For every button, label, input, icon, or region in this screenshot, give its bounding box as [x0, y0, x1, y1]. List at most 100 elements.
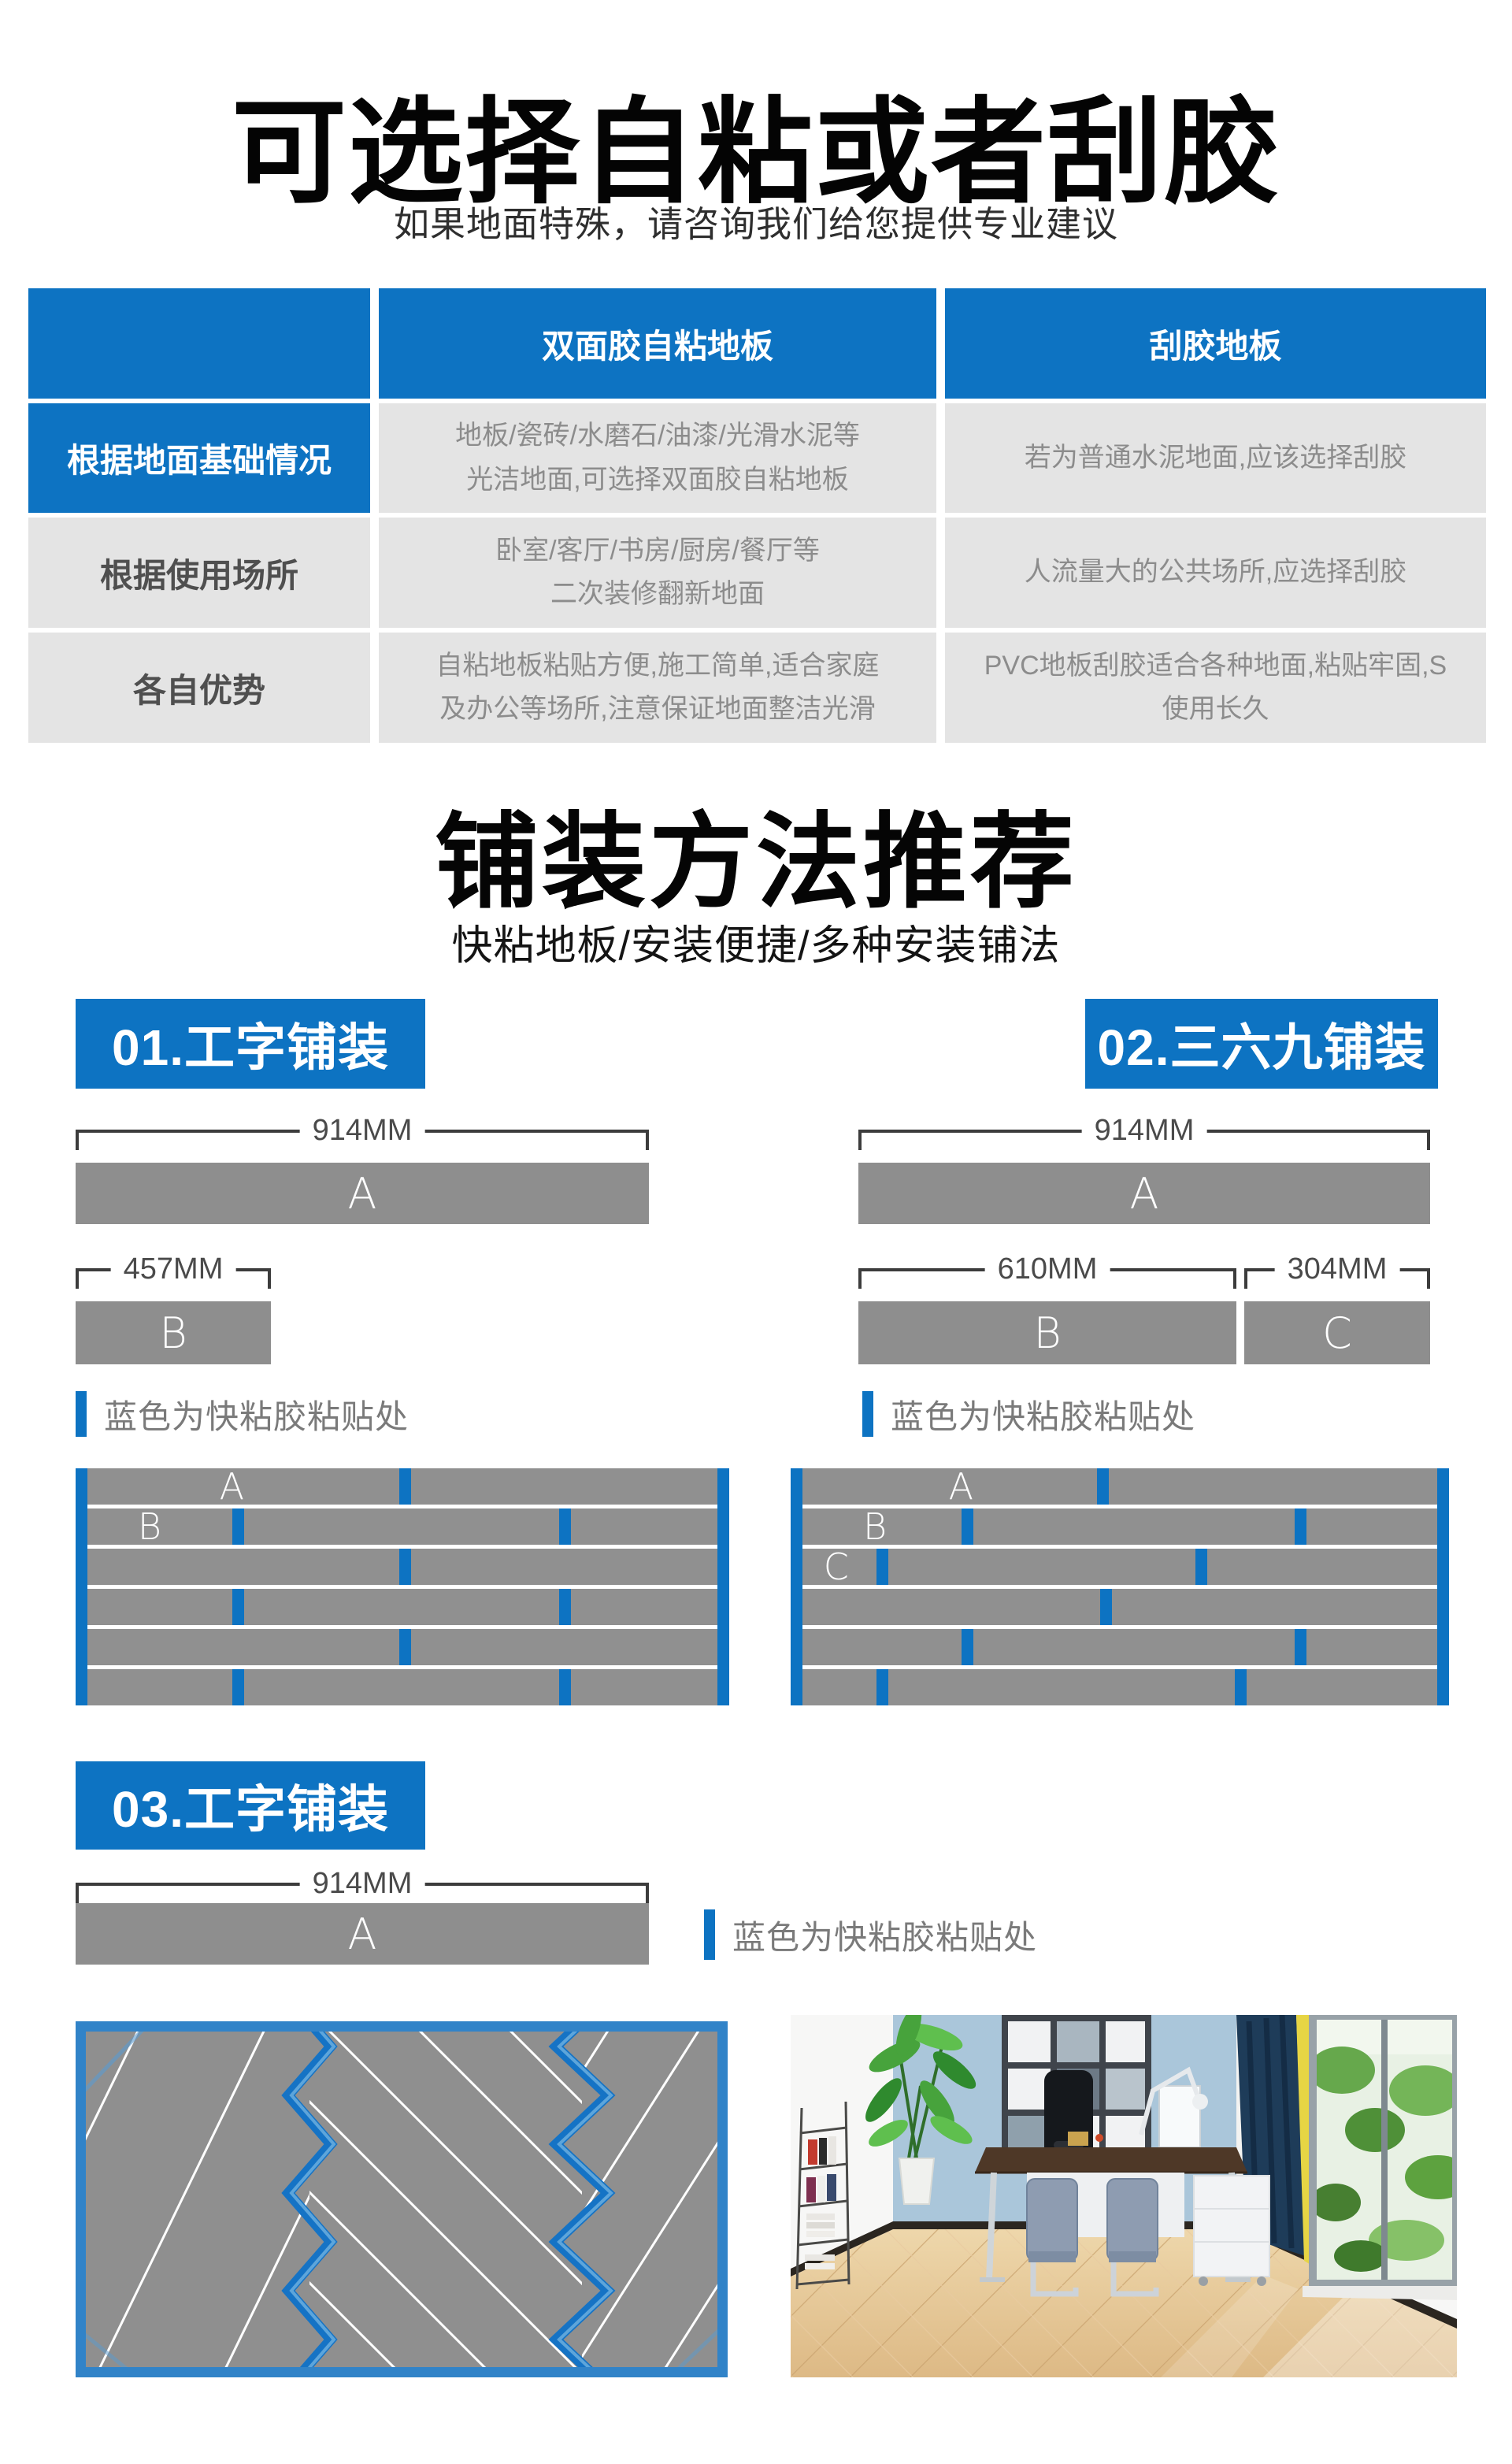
table-row-label: 各自优势 [28, 633, 370, 743]
dim-label: 304MM [1274, 1252, 1400, 1286]
herringbone-diagram [76, 2021, 728, 2377]
dim-label: 914MM [1081, 1114, 1207, 1147]
glue-strip [1294, 1629, 1306, 1665]
methods-subtitle: 快粘地板/安装便捷/多种安装铺法 [451, 923, 1061, 969]
table-cell: 若为普通水泥地面,应该选择刮胶 [945, 403, 1486, 513]
plank-letter: C [823, 1546, 849, 1588]
dim-tick [646, 1130, 649, 1150]
dim-tick [1427, 1130, 1430, 1150]
plank-row: A [76, 1465, 729, 1508]
dim-tick [268, 1268, 271, 1289]
dim-tick [646, 1883, 649, 1903]
glue-strip [876, 1549, 888, 1585]
methods-title: 铺装方法推荐 [435, 804, 1077, 920]
glue-strip [1437, 1468, 1449, 1705]
page-title: 可选择自粘或者刮胶 [232, 88, 1280, 217]
glue-strip [1096, 1468, 1109, 1505]
plank-row: B [791, 1505, 1449, 1548]
table-header-glue: 刮胶地板 [945, 288, 1486, 399]
layout-diagram-method1: A B [76, 1465, 729, 1705]
plank-letter: B [862, 1505, 888, 1548]
dim-914-method2: 914MM [858, 1114, 1430, 1150]
herringbone-diagram-graphic [76, 2021, 728, 2377]
layout-diagram-method2: A B C [791, 1465, 1449, 1705]
method-1-badge: 01.工字铺装 [76, 999, 425, 1089]
plank-row [791, 1589, 1449, 1625]
glue-strip [398, 1468, 411, 1505]
table-cell: PVC地板刮胶适合各种地面,粘贴牢固,S 使用长久 [945, 633, 1486, 743]
legend-color-bar [704, 1909, 715, 1960]
glue-strip [962, 1629, 974, 1665]
legend-color-bar [76, 1391, 87, 1437]
plank-sample-b: B [76, 1301, 271, 1364]
plank-row [76, 1549, 729, 1585]
plank-row [791, 1669, 1449, 1705]
glue-strip [398, 1629, 411, 1665]
method-2-badge: 02.三六九铺装 [1085, 999, 1438, 1089]
glue-strip [717, 1468, 729, 1705]
dim-tick [76, 1130, 79, 1150]
plank-letter: A [219, 1465, 245, 1508]
table-cell: 自粘地板粘贴方便,施工简单,适合家庭 及办公等场所,注意保证地面整洁光滑 [379, 633, 936, 743]
dim-label: 914MM [299, 1114, 425, 1147]
dim-304-method2: 304MM [1244, 1252, 1430, 1289]
dim-tick [76, 1883, 79, 1903]
dim-tick [1233, 1268, 1236, 1289]
dim-914-method3: 914MM [76, 1867, 649, 1903]
glue-strip [559, 1589, 572, 1625]
glue-strip [962, 1508, 974, 1545]
glue-strip [232, 1589, 245, 1625]
plank-sample-c: C [1244, 1301, 1430, 1364]
glue-strip [876, 1669, 888, 1705]
dim-label: 914MM [299, 1867, 425, 1900]
office-room-illustration [791, 2015, 1457, 2377]
plank-sample-a: A [858, 1163, 1430, 1224]
legend-color-bar [862, 1391, 873, 1437]
table-row-label: 根据使用场所 [28, 518, 370, 628]
table-cell: 人流量大的公共场所,应选择刮胶 [945, 518, 1486, 628]
plank-row: B [76, 1505, 729, 1548]
glue-strip [232, 1508, 245, 1545]
plank-letter: A [948, 1465, 974, 1508]
table-corner-cell [28, 288, 370, 399]
method-3-badge: 03.工字铺装 [76, 1761, 425, 1850]
dim-914-method1: 914MM [76, 1114, 649, 1150]
plank-row [76, 1669, 729, 1705]
glue-strip [559, 1669, 572, 1705]
dim-tick [858, 1268, 862, 1289]
glue-strip [398, 1549, 411, 1585]
plank-row: A [791, 1465, 1449, 1508]
dim-label: 457MM [110, 1252, 236, 1286]
dim-tick [858, 1130, 862, 1150]
dim-610-method2: 610MM [858, 1252, 1236, 1289]
plank-letter: B [137, 1505, 161, 1548]
glue-strip [1099, 1589, 1112, 1625]
legend-text: 蓝色为快粘胶粘贴处 [104, 1397, 410, 1435]
legend-text: 蓝色为快粘胶粘贴处 [732, 1918, 1038, 1956]
dim-tick [76, 1268, 79, 1289]
legend-method1: 蓝色为快粘胶粘贴处 [76, 1391, 409, 1437]
glue-strip [1294, 1508, 1306, 1545]
plank-row [791, 1629, 1449, 1665]
glue-strip [1235, 1669, 1247, 1705]
legend-text: 蓝色为快粘胶粘贴处 [891, 1397, 1196, 1435]
table-header-self-adhesive: 双面胶自粘地板 [379, 288, 936, 399]
page-subtitle: 如果地面特殊，请咨询我们给您提供专业建议 [393, 204, 1118, 244]
glue-strip [76, 1468, 87, 1705]
plank-sample-a: A [76, 1163, 649, 1224]
plank-row: C [791, 1546, 1449, 1588]
plank-row [76, 1589, 729, 1625]
legend-method2: 蓝色为快粘胶粘贴处 [862, 1391, 1195, 1437]
glue-strip [1195, 1549, 1208, 1585]
table-row-label: 根据地面基础情况 [28, 403, 370, 513]
glue-strip [791, 1468, 802, 1705]
glue-strip [559, 1508, 572, 1545]
glue-strip [232, 1669, 245, 1705]
table-cell: 卧室/客厅/书房/厨房/餐厅等 二次装修翻新地面 [379, 518, 936, 628]
table-cell: 地板/瓷砖/水磨石/油漆/光滑水泥等 光洁地面,可选择双面胶自粘地板 [379, 403, 936, 513]
dim-label: 610MM [984, 1252, 1110, 1286]
plank-row [76, 1629, 729, 1665]
room-photo [791, 2015, 1457, 2377]
legend-method3: 蓝色为快粘胶粘贴处 [704, 1909, 1037, 1960]
